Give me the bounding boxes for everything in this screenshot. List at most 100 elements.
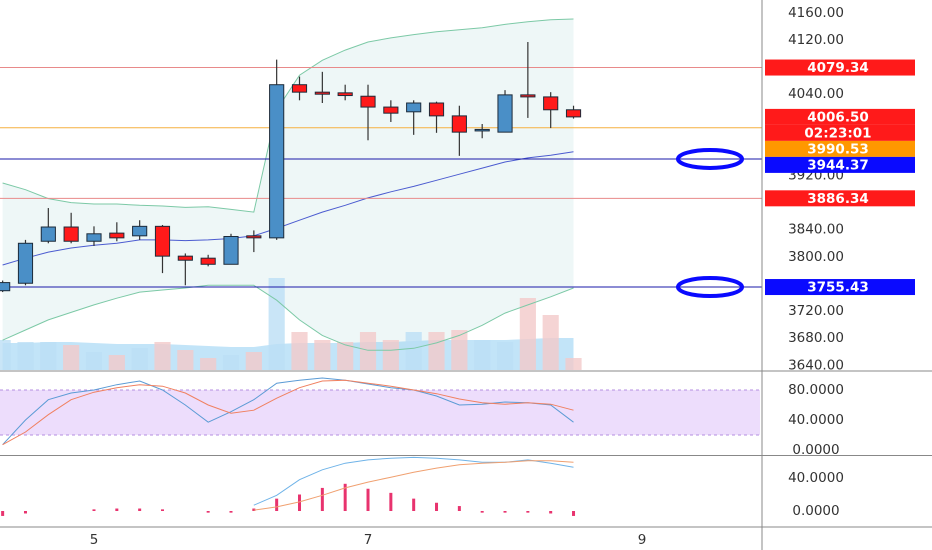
candle-body xyxy=(451,115,467,133)
volume-bar xyxy=(291,332,308,370)
volume-bar xyxy=(245,352,262,370)
volume-bar xyxy=(405,332,422,370)
bollinger-fill xyxy=(2,19,574,351)
candle-body xyxy=(246,235,262,239)
price-tag-box xyxy=(765,59,915,76)
candle-body xyxy=(40,226,56,242)
price-tag: 3755.43 xyxy=(807,280,869,296)
stoch-line xyxy=(2,377,574,446)
macd-histogram-bar xyxy=(480,511,484,513)
candle-body xyxy=(223,236,239,265)
candle-body xyxy=(428,102,445,117)
volume-bar xyxy=(108,355,125,370)
candle-body xyxy=(291,84,308,93)
macd-histogram-bar xyxy=(115,508,119,512)
price-tag-box xyxy=(765,190,915,207)
volume-bar xyxy=(200,358,217,370)
volume-bar xyxy=(40,342,57,370)
macd-histogram-bar xyxy=(23,511,27,514)
candle-body xyxy=(17,242,34,284)
candle-body xyxy=(154,225,171,257)
macd-histogram-bar xyxy=(160,509,164,512)
macd-histogram-bar xyxy=(503,511,507,513)
macd-histogram-bar xyxy=(435,502,439,512)
x-tick-label: 9 xyxy=(638,532,647,548)
countdown: 02:23:01 xyxy=(804,125,871,141)
macd-histogram-bar xyxy=(229,511,233,513)
bollinger-line xyxy=(2,284,574,351)
candle-body xyxy=(0,282,11,292)
price-tag: 4079.34 xyxy=(807,60,869,76)
price-tag: 3990.53 xyxy=(807,141,869,157)
macd-histogram-bar xyxy=(92,509,96,512)
price-tag-box xyxy=(765,279,915,296)
volume-bar xyxy=(154,342,171,370)
macd-histogram-bar xyxy=(412,498,416,512)
volume-bar xyxy=(519,298,536,370)
y-tick-label: 3840.00 xyxy=(788,222,844,238)
annotation-circle xyxy=(676,276,744,299)
y-tick-label: 40.0000 xyxy=(788,470,844,486)
candle-body xyxy=(314,91,330,95)
macd-histogram-bar xyxy=(298,494,302,512)
price-tag-box xyxy=(765,140,915,157)
candle-body xyxy=(406,102,422,113)
volume-bar xyxy=(451,330,468,370)
y-tick-label: 4040.00 xyxy=(788,86,844,102)
macd-histogram-bar xyxy=(138,508,142,512)
volume-bar xyxy=(359,332,377,370)
y-tick-label: 3640.00 xyxy=(788,357,844,373)
volume-bar xyxy=(565,358,582,370)
volume-bar xyxy=(474,340,491,370)
volume-bar xyxy=(222,355,240,370)
candle-body xyxy=(269,84,285,239)
bollinger-line xyxy=(2,151,574,266)
candle-body xyxy=(383,106,399,114)
candle-body xyxy=(497,94,513,133)
stoch-line xyxy=(2,379,574,446)
macd-histogram-bar xyxy=(320,487,324,512)
volume-bar xyxy=(496,342,514,370)
macd-histogram-bar xyxy=(206,511,210,513)
volume-bar xyxy=(542,315,559,370)
macd-histogram-bar xyxy=(526,511,530,513)
annotation-circle xyxy=(676,147,744,170)
price-tag-box xyxy=(765,156,915,173)
price-tag: 4006.50 xyxy=(807,109,869,125)
macd-line xyxy=(253,460,574,511)
candle-body xyxy=(132,225,148,237)
price-tag-box xyxy=(765,108,915,125)
volume-bar xyxy=(314,340,331,370)
candle-body xyxy=(474,128,490,132)
y-tick-label: 40.0000 xyxy=(788,412,844,428)
volume-bar xyxy=(382,340,399,370)
macd-histogram-bar xyxy=(549,511,553,514)
y-tick-label: 0.0000 xyxy=(792,503,839,519)
candle-body xyxy=(63,226,79,242)
macd-histogram-bar xyxy=(1,511,5,516)
price-tag: 3886.34 xyxy=(807,191,869,207)
volume-bar xyxy=(131,348,148,370)
volume-bar xyxy=(337,342,354,370)
y-tick-label: 80.0000 xyxy=(788,382,844,398)
macd-histogram-bar xyxy=(275,498,279,512)
macd-histogram-bar xyxy=(572,511,576,516)
candle-body xyxy=(177,255,193,261)
countdown-box xyxy=(765,124,915,141)
x-tick-label: 7 xyxy=(364,532,373,548)
volume-bar xyxy=(0,340,11,370)
volume-bar xyxy=(177,350,194,370)
macd-histogram-bar xyxy=(366,488,370,512)
volume-bar xyxy=(268,278,285,370)
volume-bar xyxy=(17,342,34,370)
volume-bar xyxy=(85,352,103,370)
y-tick-label: 3720.00 xyxy=(788,303,844,319)
x-tick-label: 5 xyxy=(90,532,99,548)
y-tick-label: 0.0000 xyxy=(792,442,839,458)
y-tick-label: 4120.00 xyxy=(788,32,844,48)
macd-histogram-bar xyxy=(343,483,347,512)
candle-body xyxy=(520,94,536,98)
candle-body xyxy=(543,96,559,111)
bollinger-line xyxy=(2,18,574,213)
